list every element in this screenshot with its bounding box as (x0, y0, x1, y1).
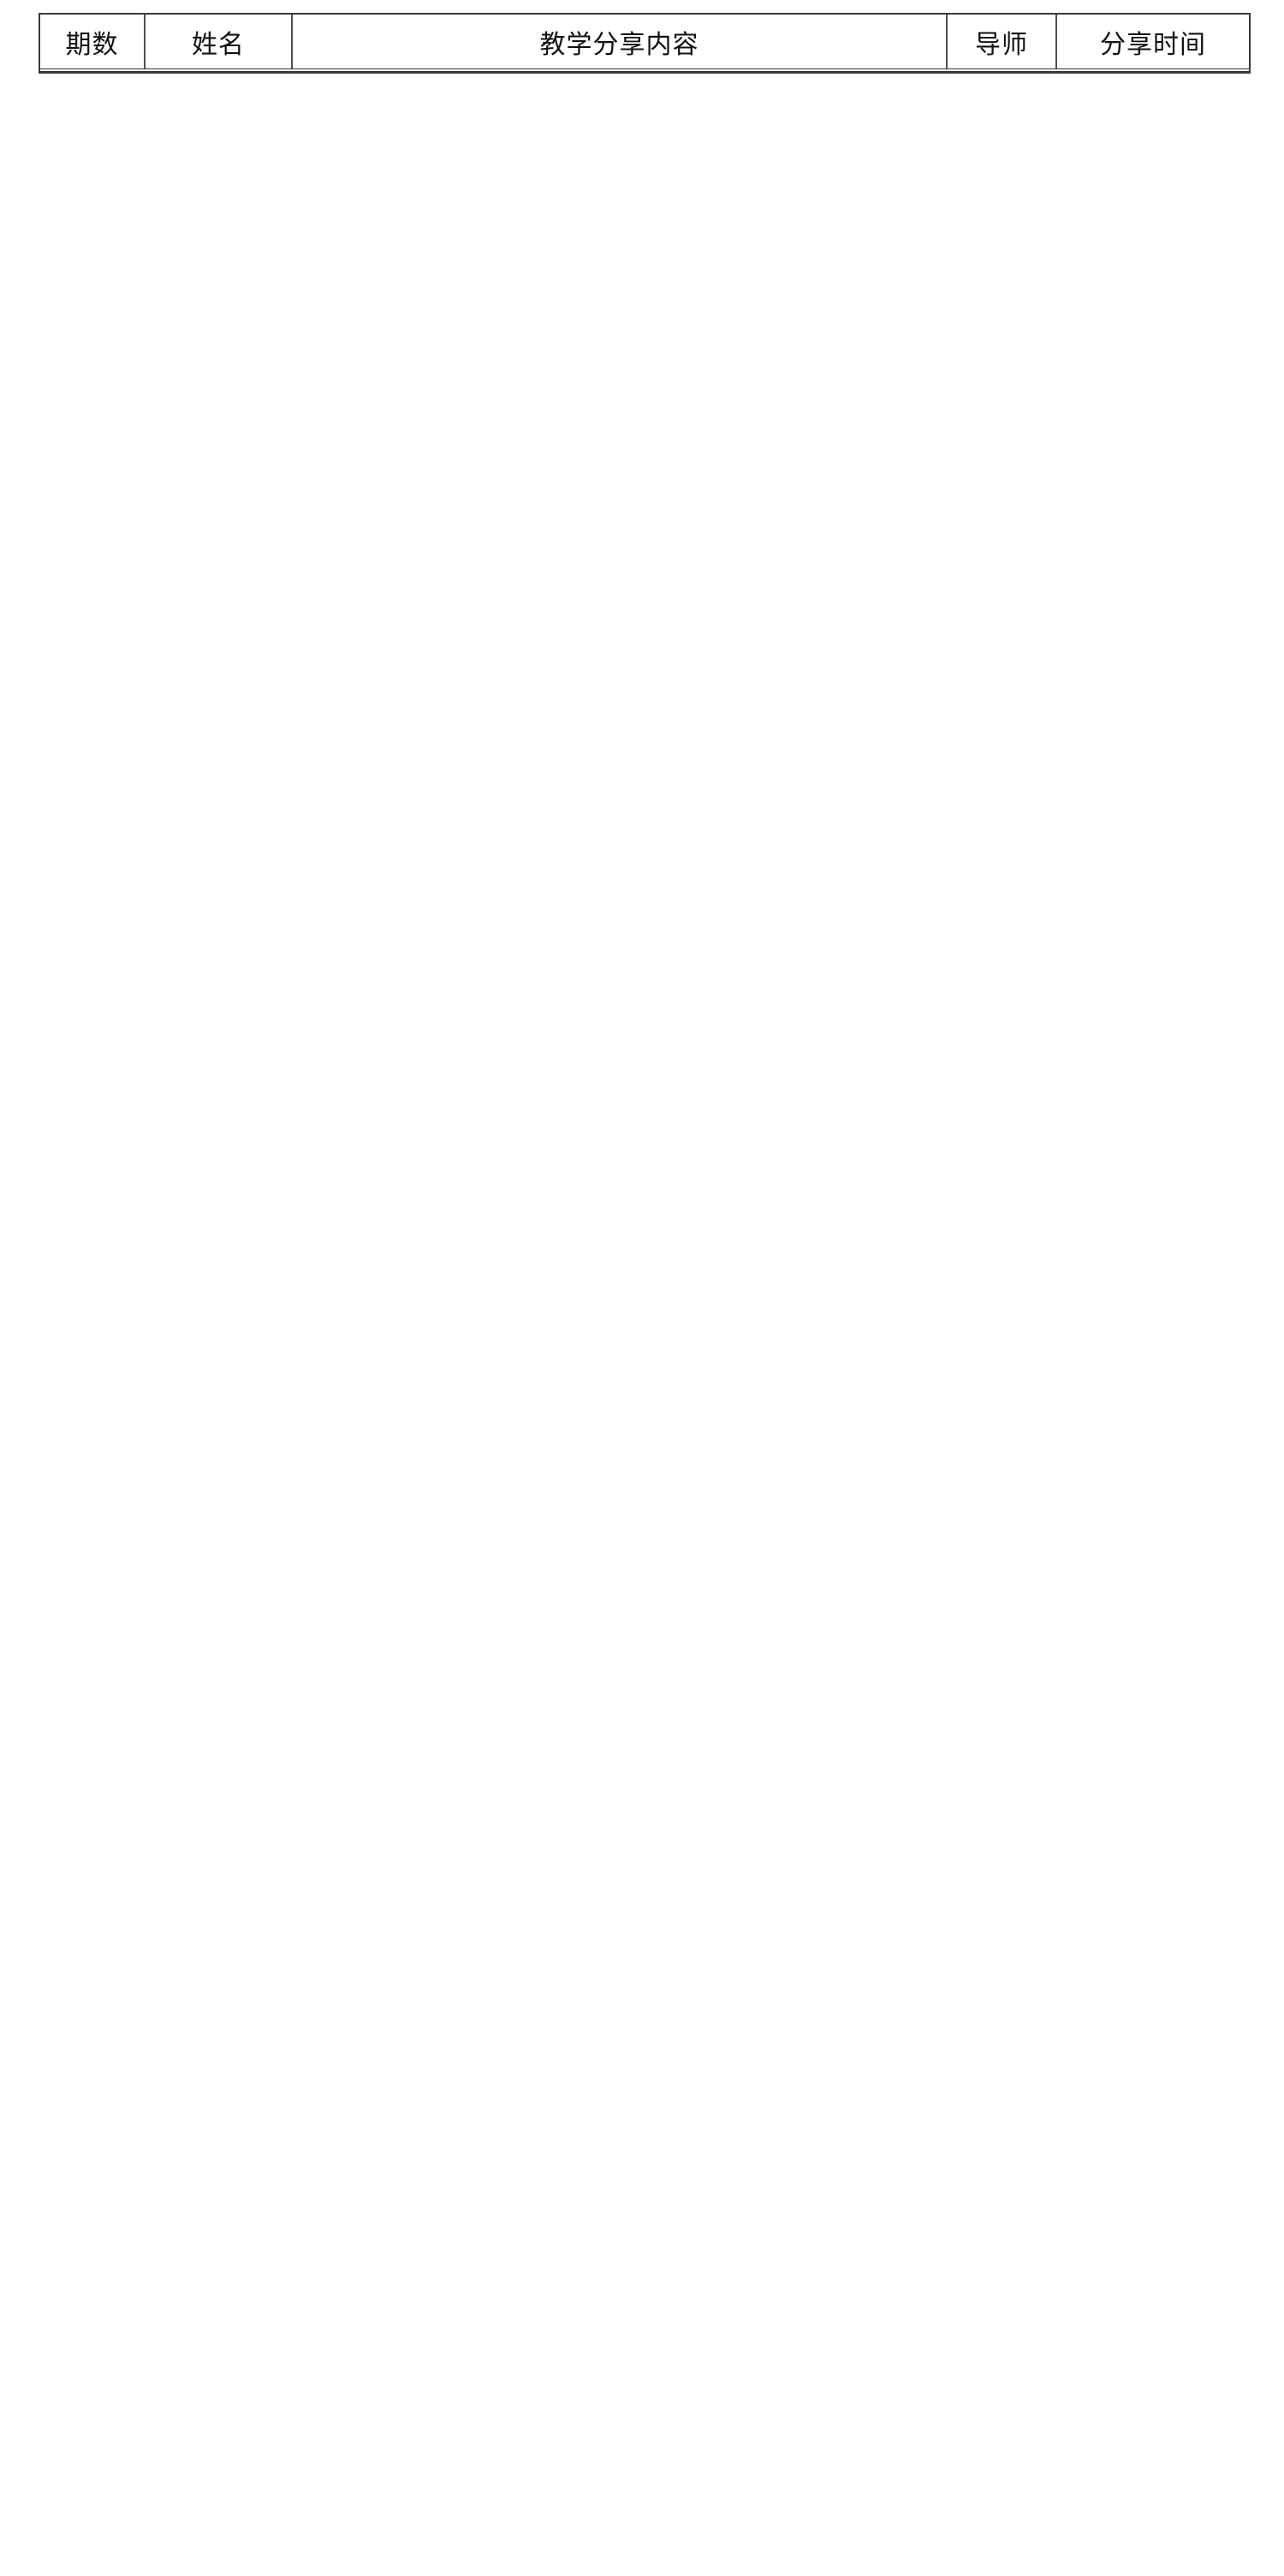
header-cell-time: 分享时间 (1100, 30, 1206, 59)
schedule-table: 期数 姓名 教学分享内容 导师 分享时间 (39, 13, 1251, 74)
header-cell-name: 姓名 (146, 15, 293, 68)
header-cell-mentor: 导师 (948, 15, 1057, 68)
header-cell-period: 期数 (40, 15, 146, 68)
table-header: 期数 姓名 教学分享内容 导师 分享时间 (40, 15, 1249, 72)
header-cell-content: 教学分享内容 (293, 15, 948, 68)
